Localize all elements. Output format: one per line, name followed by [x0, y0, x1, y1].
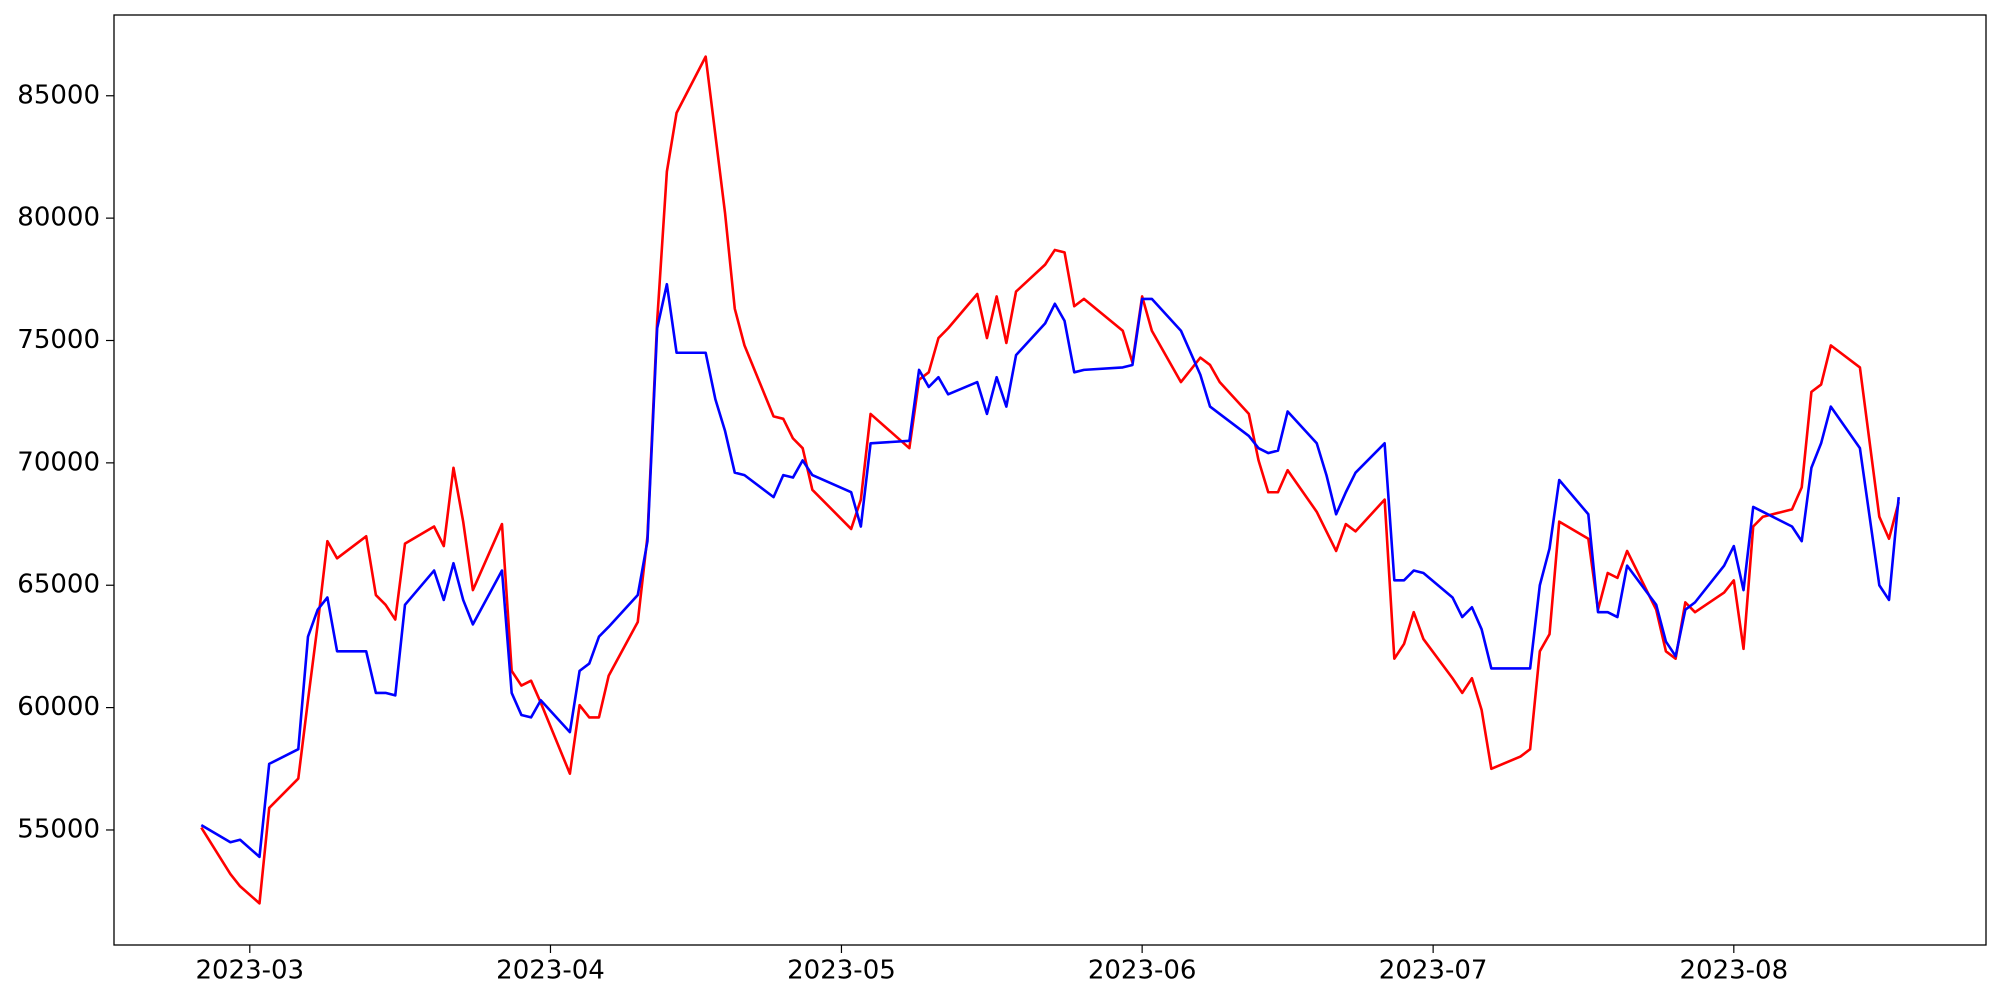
data-line [200, 55, 1900, 905]
x-tick-label: 2023-03 [195, 956, 304, 986]
y-tick-label: 80000 [17, 203, 100, 233]
x-tick-label: 2023-07 [1379, 956, 1488, 986]
x-tick-label: 2023-06 [1088, 956, 1197, 986]
data-line [200, 282, 1900, 859]
y-tick-label: 85000 [17, 80, 100, 110]
y-tick-label: 55000 [17, 814, 100, 844]
y-tick-label: 60000 [17, 692, 100, 722]
x-tick-label: 2023-05 [787, 956, 896, 986]
x-tick-label: 2023-04 [496, 956, 605, 986]
plot-frame [113, 14, 1987, 946]
x-tick-label: 2023-08 [1679, 956, 1788, 986]
y-tick-label: 75000 [17, 325, 100, 355]
y-tick-label: 65000 [17, 570, 100, 600]
y-tick-label: 70000 [17, 447, 100, 477]
